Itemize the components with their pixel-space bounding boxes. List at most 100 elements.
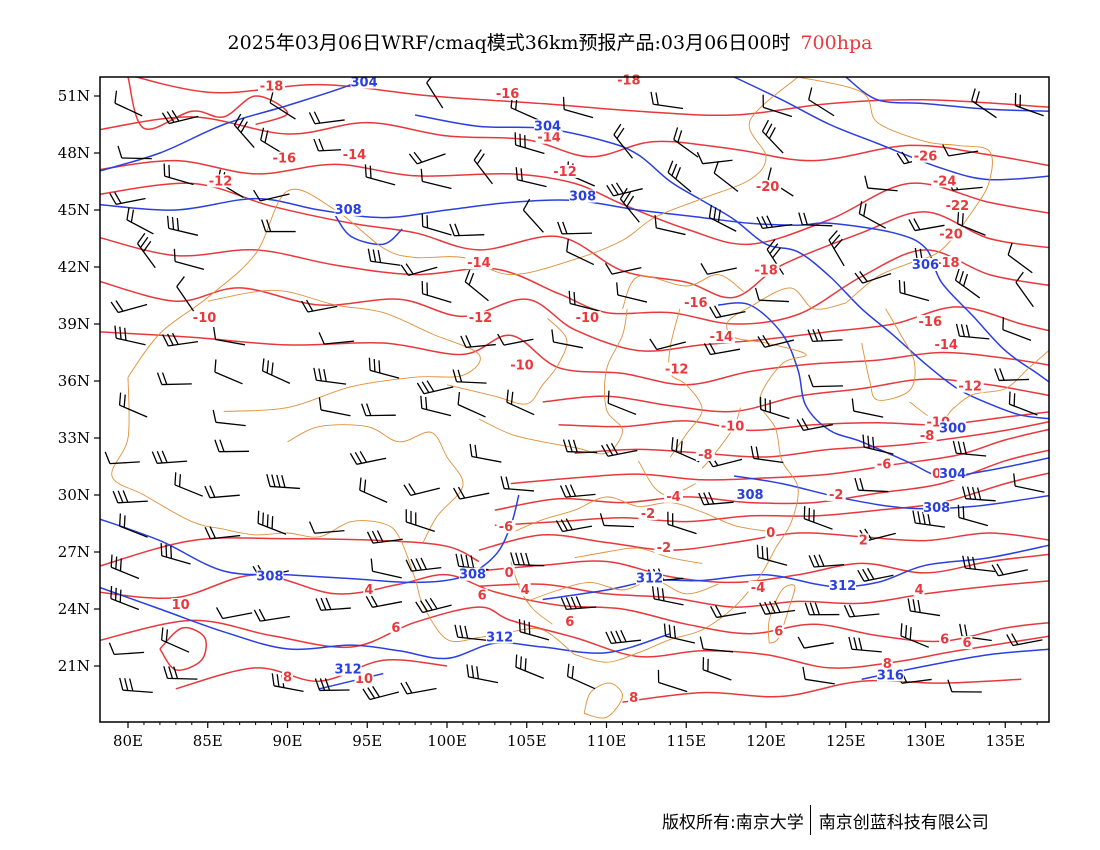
footer-right: 南京创蓝科技有限公司: [818, 813, 989, 833]
y-tick-label: 39N: [58, 315, 90, 333]
label-bg: [874, 457, 894, 471]
province-boundaries: [111, 77, 1049, 719]
wind-barb: [802, 666, 835, 685]
wind-barb: [762, 94, 793, 118]
wind-barb: [315, 597, 351, 611]
boundary-line: [638, 460, 696, 496]
wind-barb: [313, 367, 347, 385]
y-tick-label: 21N: [58, 657, 90, 675]
wind-barb: [797, 636, 834, 649]
temperature-label: -10: [721, 420, 745, 435]
temperature-isotherm: [558, 411, 1049, 432]
label-bg: [533, 119, 561, 133]
wind-barb: [1006, 633, 1043, 647]
height-label: 304: [350, 76, 377, 91]
temperature-label: -16: [273, 152, 297, 167]
height-contour: [733, 475, 1049, 510]
height-contour: [100, 197, 1049, 383]
wind-barb: [756, 215, 793, 230]
wind-barb: [314, 678, 350, 692]
wind-barb: [1013, 473, 1045, 493]
height-contour: [334, 215, 403, 246]
temperature-label: 8: [283, 670, 292, 685]
wind-barb: [454, 624, 488, 642]
height-label: 306: [912, 258, 939, 273]
height-label: 312: [636, 572, 663, 587]
label-bg: [937, 227, 965, 241]
y-tick-label: 33N: [58, 429, 90, 447]
y-tick-label: 24N: [58, 600, 90, 618]
label-bg: [752, 263, 780, 277]
x-tick-label: 85E: [193, 732, 223, 750]
label-bg: [956, 379, 984, 393]
temperature-label: -16: [496, 87, 520, 102]
wind-barb: [560, 596, 597, 611]
title-main: 2025年03月06日WRF/cmaq模式36km预报产品:03月06日00时: [227, 32, 791, 54]
height-label: 308: [256, 570, 283, 585]
temperature-label: -2: [829, 488, 843, 503]
wind-barb: [151, 450, 188, 464]
height-label: 308: [569, 190, 596, 205]
y-tick-label: 42N: [58, 258, 90, 276]
wind-barb: [318, 397, 351, 417]
wind-barb: [214, 439, 250, 453]
wind-barb: [163, 163, 194, 186]
wind-barb: [808, 554, 845, 568]
temperature-label: -24: [933, 174, 957, 189]
wind-barb: [759, 600, 796, 615]
wind-barb: [514, 132, 545, 155]
wind-barb: [1015, 271, 1034, 308]
wind-barb: [710, 605, 747, 619]
wind-barb: [942, 144, 979, 157]
height-contour: [733, 77, 1049, 181]
wind-barbs: [104, 77, 1045, 701]
temperature-isotherm: [574, 420, 1049, 458]
label-bg: [857, 533, 869, 547]
temperature-isotherm: [100, 331, 1049, 386]
wind-barb: [112, 490, 148, 504]
label-bg: [340, 147, 368, 161]
wind-barb: [756, 544, 788, 566]
label-bg: [654, 541, 674, 555]
wind-barb: [117, 145, 152, 160]
label-bg: [754, 180, 782, 194]
y-tick-label: 30N: [58, 486, 90, 504]
wind-barb: [947, 679, 982, 693]
wind-barb: [862, 434, 894, 455]
boundary-line: [510, 496, 767, 534]
height-contour: [845, 77, 1049, 112]
label-bg: [773, 624, 785, 638]
x-tick-label: 120E: [746, 732, 786, 750]
height-labels: 304 304 308 308 306 300 304 308 308 308 308 312 312 3…: [256, 75, 966, 683]
wind-barb: [366, 530, 403, 544]
temperature-label: 4: [521, 583, 530, 598]
wind-barb: [601, 442, 638, 457]
x-tick-label: 135E: [985, 732, 1025, 750]
temperature-label: 4: [915, 583, 924, 598]
temperature-isotherm: [622, 678, 1022, 703]
copyright-footer: 版权所有:南京大学 南京创蓝科技有限公司: [662, 805, 989, 838]
wind-barb: [137, 232, 156, 269]
label-bg: [638, 506, 658, 520]
label-bg: [569, 189, 597, 203]
temperature-label: -12: [209, 174, 233, 189]
wind-barb: [349, 451, 387, 465]
wind-barb: [1007, 242, 1033, 274]
wind-barb: [460, 335, 496, 349]
temperature-isotherm: [494, 449, 1049, 511]
label-bg: [519, 582, 531, 596]
label-bg: [258, 79, 286, 93]
wind-barb: [108, 642, 145, 656]
label-bg: [934, 256, 962, 270]
temperature-label: -10: [510, 359, 534, 374]
height-contour: [542, 544, 1049, 601]
wind-barb: [405, 557, 442, 572]
map-title: 2025年03月06日WRF/cmaq模式36km预报产品:03月06日00时 7…: [0, 28, 1100, 55]
wind-barb: [854, 477, 889, 493]
wind-barb: [421, 213, 452, 236]
wind-barb: [604, 262, 642, 275]
label-bg: [535, 130, 563, 144]
label-bg: [913, 582, 925, 596]
wind-barb: [698, 491, 734, 506]
wind-barb: [709, 305, 746, 319]
